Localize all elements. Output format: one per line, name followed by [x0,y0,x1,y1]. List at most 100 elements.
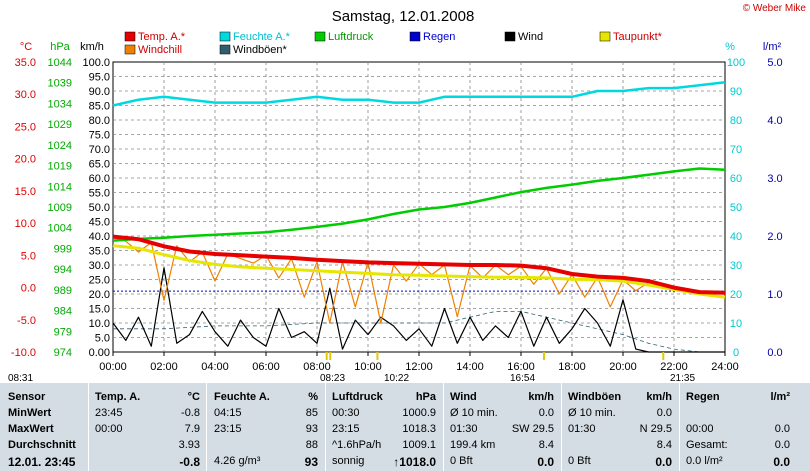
temp-header: Temp. A. [95,391,141,403]
pressure-axis-tick: 1029 [48,119,72,131]
gusts-avg10: 0.0 [656,407,672,419]
rain-total-label: Gesamt: [686,439,728,451]
x-tick-label: 00:00 [99,361,127,373]
rain-current: 0.0 [773,455,790,469]
temp-avg: 3.93 [178,439,200,451]
weather-chart: Samstag, 12.01.2008 Temp. A.* Feuchte A.*… [8,8,783,383]
wind-axis-tick: 30.0 [89,260,110,272]
pressure-axis-tick: 1034 [48,98,72,110]
wind-bft: 0 Bft [450,455,473,467]
temp-column: Temp. A. °C 23:45 -0.8 00:00 7.9 3.93 -0… [95,383,200,471]
row-label-current: 12.01. 23:45 [8,455,76,469]
legend-swatch [314,31,326,42]
rain-column: Regen l/m² 00:00 0.0 Gesamt: 0.0 0.0 l/m… [686,383,790,471]
pressure-axis-tick: 1019 [48,161,72,173]
chart-title: Samstag, 12.01.2008 [332,8,475,25]
pressure-axis-tick: 1024 [48,140,72,152]
wind-column: Wind km/h Ø 10 min. 0.0 01:30 SW 29.5 19… [450,383,554,471]
pressure-max: 1018.3 [402,423,436,435]
temp-axis-label: °C [20,41,32,53]
pressure-axis-tick: 974 [54,347,72,359]
humidity-max: 93 [305,423,318,435]
wind-axis-tick: 90.0 [89,86,110,98]
sun-event-label: 10:22 [384,373,409,383]
humidity-axis-tick: 80 [730,115,742,127]
wind-header: Wind [450,391,477,403]
row-label-avg: Durchschnitt [8,439,76,451]
x-tick-label: 06:00 [252,361,280,373]
legend-swatch [124,44,136,55]
wind-axis-tick: 65.0 [89,159,110,171]
x-tick-label: 18:00 [558,361,586,373]
wind-axis-tick: 10.0 [89,318,110,330]
wind-unit: km/h [528,391,554,403]
temp-axis-tick: -10.0 [11,347,36,359]
humidity-column: Feuchte A. % 04:15 85 23:15 93 88 4.26 g… [214,383,318,471]
wind-axis-tick: 35.0 [89,246,110,258]
wind-axis-tick: 60.0 [89,173,110,185]
legend-label: Windböen* [233,44,288,56]
pressure-axis-tick: 1009 [48,202,72,214]
brand-label: © Weber Mike [742,3,806,14]
row-label-min: MinWert [8,407,52,419]
gusts-max-time: 01:30 [568,423,596,435]
humidity-min-time: 04:15 [214,407,242,419]
wind-distance: 199.4 km [450,439,496,451]
axes: 35.0 30.0 25.0 20.0 15.0 10.0 5.0 0.0 -5.0 -10.0 1… [11,57,783,373]
wind-axis-tick: 0.00 [89,347,110,359]
rain-axis-label: l/m² [763,41,782,53]
temp-axis-tick: 30.0 [15,89,36,101]
rain-axis-tick: 0.0 [767,347,782,359]
wind-axis-tick: 85.0 [89,101,110,113]
pressure-axis-tick: 984 [54,306,72,318]
rain-axis-tick: 5.0 [767,57,782,69]
humidity-axis-tick: 60 [730,173,742,185]
humidity-axis-tick: 100 [727,57,745,69]
pressure-min-time: 00:30 [332,407,360,419]
sun-events: 08:31 08:23 10:22 16:54 21:35 [8,352,695,383]
legend-swatch [124,31,136,42]
humidity-axis-tick: 30 [730,260,742,272]
humidity-axis-tick: 0 [733,347,739,359]
wind-axis-tick: 100.0 [82,57,110,69]
wind-axis-tick: 5.0 [95,333,110,345]
legend-label: Regen [423,31,455,43]
series-line-wind [112,267,725,353]
temp-axis-tick: 25.0 [15,121,36,133]
legend-label: Wind [518,31,543,43]
sun-event-label: 08:23 [320,373,345,383]
rain-axis-tick: 2.0 [767,231,782,243]
wind-axis-label: km/h [80,41,104,53]
legend-swatch [504,31,516,42]
humidity-unit: % [308,391,318,403]
temp-current: -0.8 [179,455,200,469]
pressure-axis-tick: 994 [54,264,72,276]
humidity-axis-label: % [725,41,735,53]
rain-axis-tick: 3.0 [767,173,782,185]
legend-label: Taupunkt* [613,31,663,43]
rain-total: 0.0 [774,439,790,451]
axis-headers: °C hPa km/h% l/m² [20,41,782,53]
pressure-axis-tick: 989 [54,285,72,297]
temp-axis-tick: 15.0 [15,186,36,198]
gusts-header: Windböen [568,391,622,403]
humidity-axis-tick: 10 [730,318,742,330]
sun-event-label: 08:31 [8,373,33,383]
gusts-avg10-label: Ø 10 min. [568,407,616,419]
wind-axis-tick: 70.0 [89,144,110,156]
humidity-header: Feuchte A. [214,391,270,403]
wind-axis-tick: 55.0 [89,188,110,200]
temp-axis-tick: 35.0 [15,57,36,69]
x-tick-label: 20:00 [609,361,637,373]
humidity-axis-tick: 20 [730,289,742,301]
temp-max-time: 00:00 [95,423,123,435]
humidity-avg: 88 [305,439,318,451]
wind-axis-tick: 15.0 [89,304,110,316]
legend-swatch [219,31,231,42]
wind-axis-tick: 50.0 [89,202,110,214]
data-series [112,81,726,353]
pressure-axis-tick: 1004 [48,223,72,235]
x-tick-label: 24:00 [711,361,739,373]
gusts-bft: 0 Bft [568,455,591,467]
temp-min: -0.8 [181,407,200,419]
